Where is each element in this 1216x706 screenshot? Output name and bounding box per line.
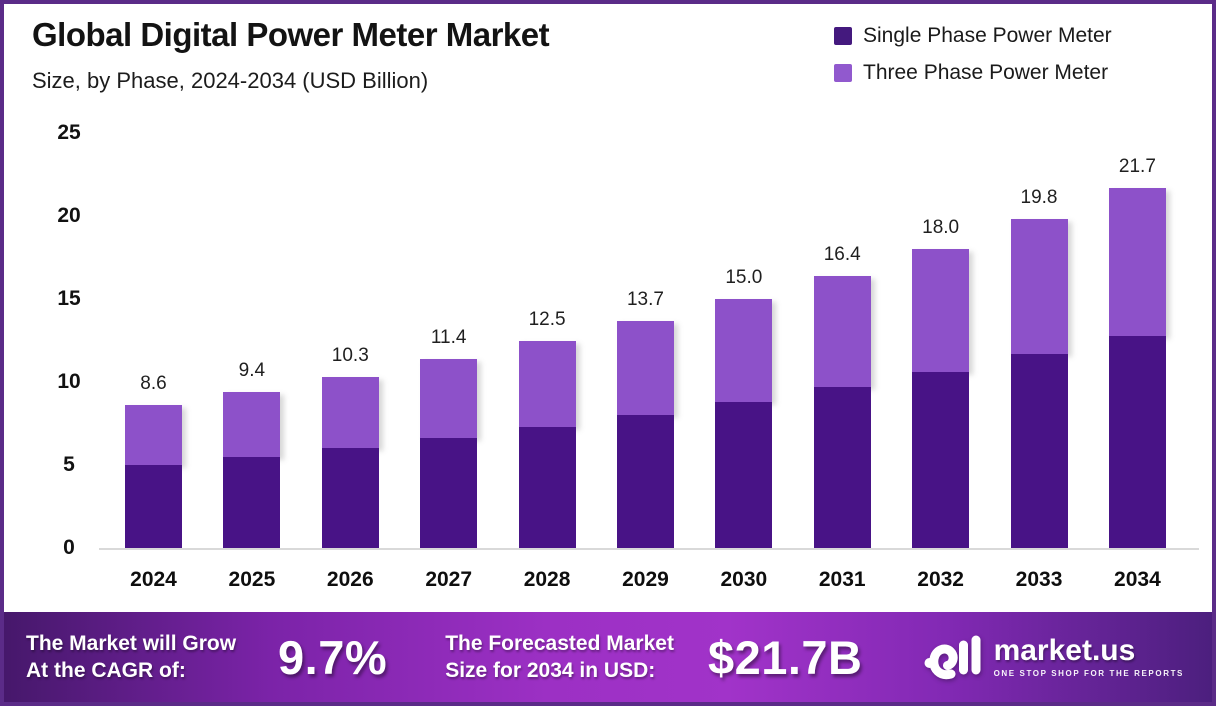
bar-segment-single-phase [518, 426, 576, 548]
y-axis-tick: 10 [57, 370, 81, 393]
forecast-label: The Forecasted Market Size for 2034 in U… [445, 630, 674, 685]
bar-segment-single-phase [420, 438, 478, 548]
bar-group-2029: 13.7 2029 [616, 133, 674, 591]
bar-total-label: 8.6 [140, 373, 167, 395]
bar-total-label: 9.4 [238, 359, 266, 381]
three-phase-swatch-icon [834, 64, 852, 82]
cagr-value: 9.7% [278, 630, 388, 684]
marketus-logo-icon [924, 635, 981, 680]
x-axis-label: 2034 [1114, 568, 1161, 591]
forecast-value: $21.7B [707, 630, 863, 684]
x-axis-label: 2030 [720, 568, 768, 591]
logo-name: market.us [993, 634, 1136, 667]
bar-segment-three-phase [616, 320, 674, 416]
bar-segment-three-phase [125, 405, 182, 465]
legend-item-single-phase: Single Phase Power Meter [834, 24, 1112, 48]
bar-segment-single-phase [1010, 353, 1068, 548]
y-axis-tick: 5 [63, 453, 75, 476]
marketus-logo: market.us ONE STOP SHOP FOR THE REPORTS [924, 633, 1184, 681]
bar-total-label: 13.7 [626, 288, 664, 310]
bar-group-2028: 12.5 2028 [518, 133, 576, 591]
forecast-label-line2: Size for 2034 in USD: [445, 659, 656, 682]
bar-group-2033: 19.8 2033 [1010, 133, 1068, 591]
bar-segment-single-phase [616, 415, 674, 548]
bar-segment-single-phase [321, 448, 379, 548]
forecast-label-line1: The Forecasted Market [445, 631, 674, 655]
bar-segment-single-phase [1108, 335, 1166, 548]
bar-segment-single-phase [715, 401, 773, 548]
bar-segment-three-phase [1010, 219, 1068, 354]
bar-total-label: 11.4 [430, 326, 467, 348]
plot-area: 8.6 2024 9.4 2025 10.3 2026 11.4 2027 12.5 2028 13… [125, 133, 1166, 591]
bar-segment-three-phase [1108, 187, 1166, 336]
cagr-label: The Market will Grow At the CAGR of: [26, 630, 236, 685]
y-axis-tick: 20 [57, 204, 81, 227]
x-axis-label: 2028 [523, 568, 571, 591]
bar-group-2031: 16.4 2031 [813, 133, 871, 591]
marketus-logo-text: market.us ONE STOP SHOP FOR THE REPORTS [993, 634, 1184, 679]
bar-segment-single-phase [912, 372, 970, 548]
bar-segment-three-phase [223, 391, 281, 457]
bar-segment-three-phase [813, 275, 871, 387]
y-axis-tick: 15 [57, 287, 81, 310]
x-axis-label: 2027 [425, 568, 473, 591]
y-axis-tick: 0 [63, 536, 75, 559]
bar-group-2026: 10.3 2026 [321, 133, 379, 591]
bar-segment-single-phase [223, 456, 281, 548]
bar-group-2030: 15.0 2030 [715, 133, 773, 591]
cagr-label-line1: The Market will Grow [26, 631, 237, 655]
legend-label: Three Phase Power Meter [863, 61, 1109, 84]
bar-segment-three-phase [912, 249, 970, 373]
bar-group-2025: 9.4 2025 [223, 133, 281, 591]
logo-tagline: ONE STOP SHOP FOR THE REPORTS [993, 669, 1184, 678]
bar-segment-three-phase [321, 377, 379, 449]
legend-label: Single Phase Power Meter [863, 24, 1112, 47]
chart-legend: Single Phase Power Meter Three Phase Pow… [834, 24, 1112, 98]
bar-total-label: 21.7 [1118, 155, 1156, 177]
bar-segment-single-phase [125, 465, 182, 548]
bar-group-2027: 11.4 2027 [420, 133, 478, 591]
bar-total-label: 16.4 [823, 243, 861, 265]
x-axis-label: 2033 [1015, 568, 1063, 591]
bar-group-2032: 18.0 2032 [912, 133, 970, 591]
bar-total-label: 19.8 [1020, 187, 1058, 209]
bar-total-label: 12.5 [528, 308, 566, 330]
bar-group-2034: 21.7 2034 [1108, 133, 1166, 591]
bar-segment-single-phase [813, 386, 871, 548]
page-title: Global Digital Power Meter Market [32, 16, 550, 53]
bar-group-2024: 8.6 2024 [125, 133, 182, 591]
legend-item-three-phase: Three Phase Power Meter [834, 61, 1112, 85]
x-axis-label: 2024 [130, 568, 177, 591]
bar-total-label: 18.0 [922, 217, 960, 239]
bar-segment-three-phase [518, 340, 576, 427]
bar-total-label: 10.3 [331, 345, 369, 367]
bar-total-label: 15.0 [725, 267, 763, 288]
x-axis-label: 2029 [622, 568, 669, 591]
page-subtitle: Size, by Phase, 2024-2034 (USD Billion) [32, 68, 429, 93]
x-axis-label: 2026 [326, 568, 374, 591]
cagr-label-line2: At the CAGR of: [26, 659, 186, 682]
y-axis-tick: 25 [57, 121, 81, 144]
x-axis-baseline [99, 548, 1199, 550]
single-phase-swatch-icon [834, 27, 852, 45]
stats-banner: The Market will Grow At the CAGR of: 9.7… [4, 612, 1212, 702]
bar-segment-three-phase [420, 358, 478, 439]
bar-segment-three-phase [715, 299, 773, 402]
x-axis-label: 2031 [818, 568, 866, 591]
x-axis-label: 2025 [228, 568, 276, 591]
x-axis-label: 2032 [917, 568, 964, 591]
